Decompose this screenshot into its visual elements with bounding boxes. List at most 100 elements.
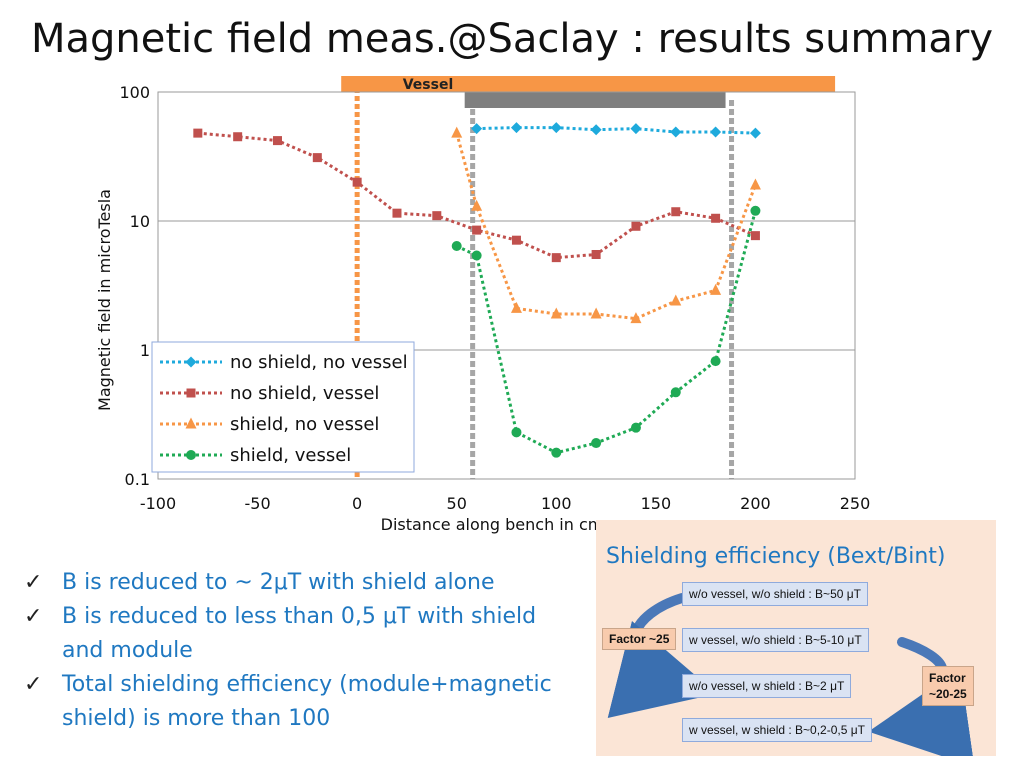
data-point <box>630 422 641 433</box>
data-point <box>591 438 602 449</box>
data-point <box>352 177 362 187</box>
y-tick-label: 1 <box>140 341 150 360</box>
bullet-text: Total shielding efficiency (module+magne… <box>62 672 552 731</box>
data-point <box>630 123 642 135</box>
data-point <box>750 231 760 241</box>
x-tick-label: 150 <box>641 494 672 513</box>
plot-area <box>157 91 856 480</box>
data-point <box>551 447 562 458</box>
series-line <box>455 132 757 321</box>
legend-marker <box>186 388 196 398</box>
x-axis-label: Distance along bench in cm <box>381 515 604 534</box>
shielding-efficiency-panel: Shielding efficiency (Bext/Bint) w/o ves… <box>596 520 996 756</box>
data-point <box>590 124 602 136</box>
data-point <box>671 207 681 217</box>
data-point <box>710 356 721 367</box>
data-point <box>750 205 761 216</box>
efficiency-row: w/o vessel, w/o shield : B~50 μT <box>682 582 868 606</box>
data-point <box>472 225 482 235</box>
data-point <box>510 122 522 134</box>
slide-title: Magnetic field meas.@Saclay : results su… <box>30 16 994 62</box>
y-tick-label: 0.1 <box>125 470 150 489</box>
chart-range-bars: Vessel <box>341 76 836 108</box>
data-point <box>392 208 402 218</box>
legend-label: shield, no vessel <box>230 414 379 435</box>
efficiency-row: w vessel, w shield : B~0,2-0,5 μT <box>682 718 872 742</box>
vessel-bar <box>341 76 836 92</box>
checkmark-icon: ✓ <box>24 570 43 595</box>
x-tick-label: 50 <box>447 494 467 513</box>
module-bar <box>464 92 726 108</box>
data-point <box>471 250 482 261</box>
chart-tick-labels: 0.1 1 10 100 -100 -50 0 50 100 150 200 250 <box>119 83 870 513</box>
y-tick-label: 100 <box>119 83 150 102</box>
y-axis-label: Magnetic field in microTesla <box>95 189 114 411</box>
x-tick-label: 200 <box>740 494 771 513</box>
checkmark-icon: ✓ <box>24 604 43 629</box>
series-line <box>197 131 756 260</box>
data-point <box>749 127 761 139</box>
data-point <box>312 153 322 163</box>
bullet-list: ✓ B is reduced to ~ 2μT with shield alone… <box>24 566 584 736</box>
data-point <box>451 241 462 252</box>
data-point <box>510 301 522 313</box>
data-point <box>272 136 282 146</box>
data-point <box>471 123 483 135</box>
x-tick-label: -100 <box>140 494 176 513</box>
vessel-bar-label: Vessel <box>403 77 454 93</box>
data-point <box>710 126 722 138</box>
legend-label: shield, vessel <box>230 445 351 466</box>
data-point <box>590 307 602 319</box>
bullet-text: B is reduced to less than 0,5 μT with sh… <box>62 604 537 663</box>
data-point <box>471 199 483 211</box>
data-point <box>193 128 203 138</box>
legend-marker <box>185 417 197 429</box>
panel-title: Shielding efficiency (Bext/Bint) <box>606 544 946 569</box>
x-tick-label: 0 <box>352 494 362 513</box>
data-point <box>511 235 521 245</box>
checkmark-icon: ✓ <box>24 672 43 697</box>
bullet-item: ✓ B is reduced to ~ 2μT with shield alone <box>24 566 584 600</box>
data-point <box>670 387 681 398</box>
legend-marker <box>185 356 197 368</box>
data-point <box>710 283 722 295</box>
factor-right-badge: Factor ~20-25 <box>922 666 974 706</box>
legend-label: no shield, no vessel <box>230 352 408 373</box>
data-point <box>670 294 682 306</box>
legend-marker <box>186 450 196 460</box>
x-tick-label: -50 <box>245 494 271 513</box>
data-point <box>631 221 641 231</box>
arrow-top-right-icon <box>897 637 947 673</box>
x-tick-label: 100 <box>541 494 572 513</box>
efficiency-row: w/o vessel, w shield : B~2 μT <box>682 674 852 698</box>
chart-legend: no shield, no vessel no shield, vessel shi… <box>151 341 415 473</box>
bullet-item: ✓ Total shielding efficiency (module+magn… <box>24 668 584 736</box>
chart-vertical-markers <box>354 88 735 479</box>
data-point <box>630 312 642 324</box>
chart-series <box>193 122 761 458</box>
data-point <box>550 122 562 134</box>
x-tick-label: 250 <box>840 494 871 513</box>
factor-left-badge: Factor ~25 <box>602 628 677 650</box>
magnetic-field-chart: Vessel 0.1 1 10 100 -100 -50 0 50 100 150 200 250 M… <box>95 76 870 534</box>
legend-box <box>151 341 415 473</box>
bullet-text: B is reduced to ~ 2μT with shield alone <box>62 570 495 595</box>
data-point <box>233 132 243 142</box>
data-point <box>550 307 562 319</box>
factor-right-line: ~20-25 <box>929 687 967 701</box>
data-point <box>749 178 761 190</box>
arrow-top-left-icon <box>631 593 687 637</box>
data-point <box>451 126 463 138</box>
bullet-item: ✓ B is reduced to less than 0,5 μT with s… <box>24 600 584 668</box>
legend-label: no shield, vessel <box>230 383 379 404</box>
series-line <box>476 126 756 135</box>
arrow-bottom-left-icon <box>607 620 717 718</box>
data-point <box>591 249 601 259</box>
arrow-bottom-right-icon <box>868 667 975 756</box>
y-tick-label: 10 <box>130 212 150 231</box>
data-point <box>511 427 522 438</box>
data-point <box>670 126 682 138</box>
efficiency-row: w vessel, w/o shield : B~5-10 μT <box>682 628 869 652</box>
factor-right-line: Factor <box>929 671 966 685</box>
data-point <box>432 211 442 221</box>
